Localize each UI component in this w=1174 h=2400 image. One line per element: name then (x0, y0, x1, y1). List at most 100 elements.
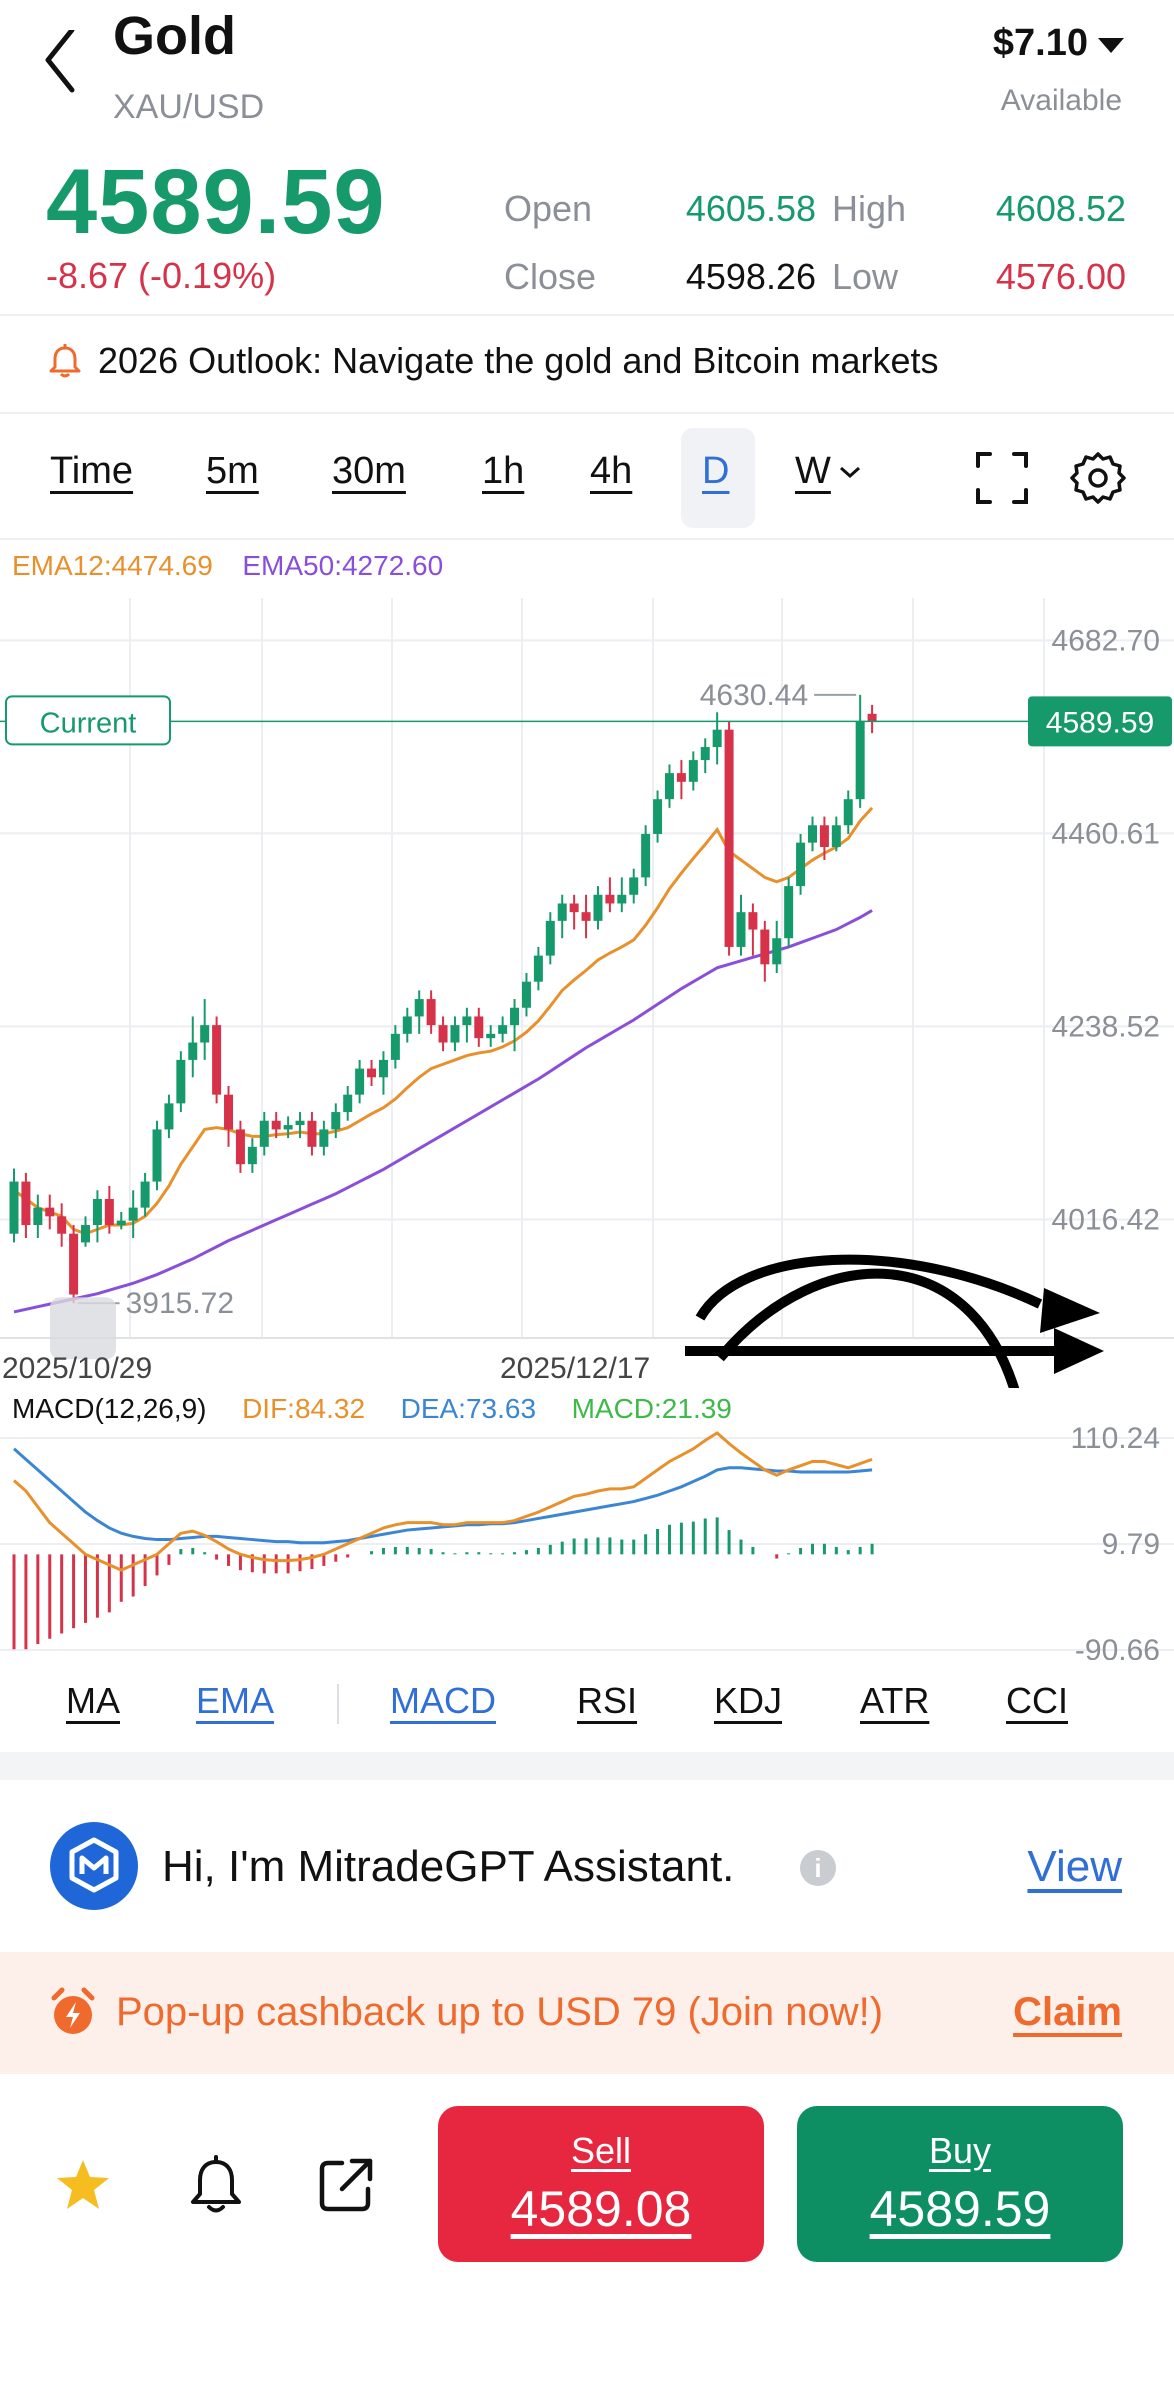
candle (81, 1225, 91, 1243)
macd-value-label: MACD:21.39 (571, 1393, 732, 1424)
y-tick-label: 4238.52 (1052, 1010, 1160, 1043)
overlay-button (50, 1297, 116, 1360)
candle (438, 1025, 448, 1043)
candle (414, 999, 424, 1017)
share-button[interactable] (316, 2155, 376, 2220)
favorite-button[interactable] (54, 2157, 112, 2218)
cashback-text: Pop-up cashback up to USD 79 (Join now!) (116, 1990, 884, 2034)
candle (545, 920, 555, 956)
assistant-view-link[interactable]: View (1027, 1842, 1122, 1891)
info-icon[interactable]: i (800, 1850, 836, 1886)
candle (307, 1120, 317, 1147)
candle (486, 1033, 496, 1039)
claim-link[interactable]: Claim (1013, 1990, 1122, 2034)
candle (69, 1233, 79, 1295)
price-change: -8.67 (-0.19%) (46, 255, 277, 296)
tab-atr[interactable]: ATR (860, 1680, 930, 1721)
x-axis-label: 2025/12/17 (500, 1352, 650, 1385)
candle (355, 1068, 365, 1095)
price-alert-button[interactable] (186, 2154, 246, 2223)
candle (748, 912, 758, 930)
current-price: 4589.59 (46, 151, 386, 253)
fullscreen-button[interactable] (974, 450, 1030, 511)
buy-button[interactable]: Buy 4589.59 (797, 2106, 1123, 2262)
candle (724, 729, 734, 947)
current-tag (5, 695, 171, 746)
candle (605, 894, 615, 904)
candle (92, 1198, 102, 1226)
candle (593, 894, 603, 921)
candle (343, 1094, 353, 1113)
ema-legend: EMA12:4474.69 EMA50:4272.60 (12, 550, 443, 582)
low-value: 4576.00 (995, 256, 1126, 297)
candle (676, 773, 686, 782)
candle (390, 1033, 400, 1060)
price-chart[interactable]: 4682.70 4460.61 4238.52 4016.42 Current 4589… (0, 598, 1174, 1388)
tab-5m[interactable]: 5m (206, 450, 259, 492)
dea-line (13, 1447, 873, 1545)
tab-cci[interactable]: CCI (1006, 1680, 1068, 1721)
candle (784, 886, 794, 939)
candle (235, 1129, 245, 1165)
candle (533, 955, 543, 982)
chevron-down-icon (839, 466, 860, 478)
candle (45, 1207, 55, 1217)
drawn-annotations (685, 1254, 1104, 1388)
candle (402, 1016, 412, 1034)
settings-button[interactable] (1070, 450, 1126, 511)
tab-ma[interactable]: MA (66, 1680, 120, 1721)
tab-1h[interactable]: 1h (482, 450, 525, 492)
macd-chart: 110.24 9.79 -90.66 (0, 1422, 1174, 1660)
candle (462, 1016, 472, 1026)
assistant-avatar (50, 1822, 138, 1910)
balance-caption: Available (1000, 84, 1122, 117)
dea-label: DEA:73.63 (400, 1393, 537, 1424)
candle (653, 799, 663, 834)
candle (664, 773, 674, 800)
tab-30m[interactable]: 30m (332, 450, 406, 492)
candle (188, 1042, 198, 1060)
tab-macd[interactable]: MACD (390, 1680, 496, 1721)
ema50-label: EMA50:4272.60 (242, 550, 444, 581)
candle (33, 1207, 43, 1226)
candle (378, 1059, 388, 1078)
candle (57, 1216, 67, 1234)
tab-ema[interactable]: EMA (196, 1680, 275, 1721)
bell-icon (49, 344, 81, 378)
sell-button[interactable]: Sell 4589.08 (438, 2106, 764, 2262)
tab-w-label: W (795, 450, 831, 492)
candle (772, 938, 782, 965)
tab-time[interactable]: Time (50, 450, 134, 492)
candle (712, 729, 722, 748)
y-tick-label: 4016.42 (1052, 1203, 1160, 1236)
candle (295, 1120, 305, 1126)
candle (331, 1112, 341, 1130)
current-price-tag (1028, 696, 1172, 747)
tab-divider (337, 1684, 339, 1724)
outlook-text: 2026 Outlook: Navigate the gold and Bitc… (98, 340, 939, 381)
candle (700, 747, 710, 761)
y-tick-label: 4682.70 (1052, 624, 1160, 657)
balance-selector[interactable]: $7.10 (993, 22, 1124, 65)
ema50-line (13, 909, 873, 1314)
gear-icon (1070, 452, 1126, 504)
candle (200, 1025, 210, 1043)
timeframe-active-highlight (681, 428, 755, 528)
tab-d[interactable]: D (702, 450, 730, 492)
cashback-banner (0, 1952, 1174, 2074)
outlook-banner[interactable]: 2026 Outlook: Navigate the gold and Bitc… (46, 340, 939, 382)
tab-w[interactable]: W (795, 450, 863, 493)
tab-kdj[interactable]: KDJ (714, 1680, 783, 1721)
tab-rsi[interactable]: RSI (577, 1680, 638, 1721)
robot-icon (69, 1837, 119, 1893)
back-button[interactable] (40, 27, 100, 110)
assistant-greeting: Hi, I'm MitradeGPT Assistant. (162, 1842, 735, 1891)
divider (0, 314, 1174, 316)
close-label: Close (504, 256, 597, 297)
candle (855, 720, 865, 800)
current-label: Current (40, 707, 137, 739)
tab-4h[interactable]: 4h (590, 450, 633, 492)
candle (164, 1103, 174, 1130)
macd-legend: MACD(12,26,9) DIF:84.32 DEA:73.63 MACD:2… (12, 1393, 732, 1425)
candle (271, 1120, 281, 1130)
